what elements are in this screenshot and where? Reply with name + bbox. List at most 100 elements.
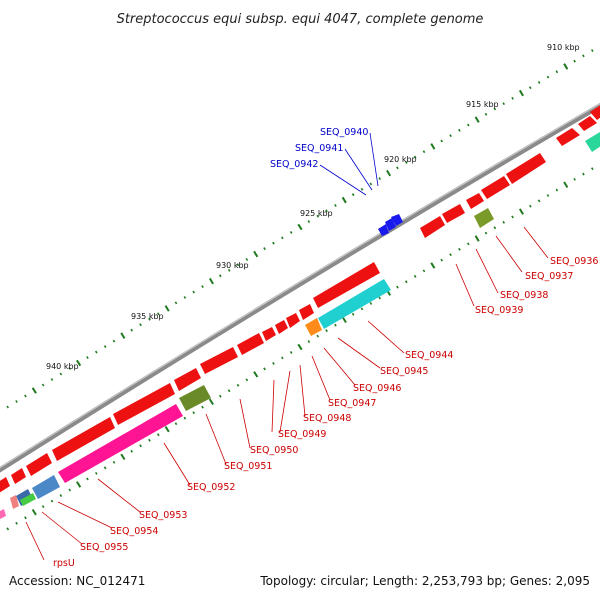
gene-block[interactable] [262, 327, 276, 341]
scale-tick [422, 150, 426, 154]
callout-line [279, 370, 291, 433]
inner-tick [413, 274, 417, 278]
inner-tick [405, 280, 408, 284]
gene-SEQ_0942[interactable] [378, 224, 389, 236]
callout-line [97, 478, 141, 513]
gene-SEQ_0945-orange[interactable] [305, 318, 322, 336]
inner-tick [493, 226, 497, 230]
label-SEQ_0948: SEQ_0948 [303, 413, 351, 424]
gene-block[interactable] [237, 333, 264, 355]
inner-tick [15, 521, 18, 525]
gene-block[interactable] [578, 116, 597, 131]
gene-block[interactable] [313, 262, 380, 308]
scale-tick [31, 387, 37, 394]
gene-block[interactable] [113, 383, 175, 425]
scale-tick [41, 383, 45, 387]
inner-tick [6, 527, 10, 531]
inner-tick [50, 499, 54, 503]
label-rpsU: rpsU [53, 558, 75, 569]
gene-pink-small[interactable] [0, 509, 6, 519]
label-SEQ_0954: SEQ_0954 [110, 526, 158, 537]
gene-block[interactable] [275, 320, 288, 334]
gene-SEQ_0936[interactable] [585, 132, 600, 152]
gene-block[interactable] [442, 204, 465, 223]
callout-line [239, 398, 251, 449]
inner-tick [201, 405, 204, 409]
gene-block[interactable] [0, 477, 10, 493]
gene-block[interactable] [286, 313, 300, 328]
label-SEQ_0949: SEQ_0949 [278, 429, 326, 440]
scale-tick [86, 356, 89, 360]
gene-block[interactable] [174, 368, 201, 391]
inner-tick [86, 477, 89, 481]
kbp-label-920: 920 kbp [384, 155, 417, 164]
gene-SEQ_0955-green[interactable] [20, 493, 36, 506]
gene-block[interactable] [466, 193, 484, 209]
scale-tick [103, 345, 107, 349]
inner-tick [272, 361, 275, 365]
scale-tick [518, 89, 524, 97]
inner-tick [139, 444, 142, 448]
topology-text: Topology: circular; Length: 2,253,793 bp… [259, 574, 590, 588]
inner-tick [164, 425, 170, 433]
scale-tick [157, 312, 160, 316]
scale-tick [351, 193, 355, 197]
inner-tick [467, 242, 470, 246]
label-SEQ_0940: SEQ_0940 [320, 127, 368, 138]
gene-SEQ_0938-olive[interactable] [474, 208, 494, 228]
inner-tick [341, 316, 347, 324]
scale-tick [201, 285, 204, 289]
inner-tick [192, 411, 195, 415]
callout-line [205, 413, 227, 465]
label-SEQ_0938: SEQ_0938 [500, 290, 548, 301]
gene-rpsU-salmon[interactable] [10, 495, 19, 509]
inner-tick [325, 329, 328, 333]
callout-line [57, 501, 113, 529]
gene-SEQ_0940[interactable] [391, 214, 403, 226]
scale-tick [6, 405, 9, 409]
inner-tick [208, 398, 214, 406]
callout-line [25, 521, 45, 561]
inner-scale [0, 162, 600, 536]
scale-tick [529, 86, 532, 90]
scale-tick [227, 268, 231, 272]
label-SEQ_0947: SEQ_0947 [328, 398, 376, 409]
gene-block[interactable] [52, 417, 115, 461]
scale-tick [341, 196, 347, 204]
inner-tick [281, 356, 284, 360]
gene-block[interactable] [420, 216, 445, 238]
scale-tick [130, 328, 133, 332]
gene-block[interactable] [299, 304, 314, 320]
label-SEQ_0955: SEQ_0955 [80, 542, 128, 553]
gene-SEQ_0952-pink[interactable] [58, 404, 183, 483]
gene-SEQ_0954-steel[interactable] [16, 489, 33, 506]
inner-tick [227, 389, 231, 393]
scale-tick [174, 301, 178, 305]
kbp-label-940: 940 kbp [46, 362, 79, 371]
gene-SEQ_0951-olive[interactable] [179, 385, 211, 411]
label-SEQ_0937: SEQ_0937 [525, 271, 573, 282]
gene-SEQ_0953-blue[interactable] [32, 475, 60, 499]
label-SEQ_0939: SEQ_0939 [475, 305, 523, 316]
gene-SEQ_0941[interactable] [385, 218, 396, 231]
gene-block[interactable] [506, 153, 546, 184]
inner-tick [289, 350, 293, 354]
genome-backbone-highlight [0, 103, 600, 469]
inner-tick [297, 343, 303, 351]
inner-tick [263, 367, 266, 371]
callout-line [367, 320, 405, 354]
gene-block[interactable] [481, 176, 510, 199]
gene-block[interactable] [556, 128, 580, 146]
scale-tick [297, 223, 303, 231]
inner-tick [41, 505, 45, 509]
gene-block[interactable] [590, 99, 600, 120]
gene-block[interactable] [11, 468, 26, 484]
scale-tick [95, 350, 98, 354]
label-SEQ_0941: SEQ_0941 [295, 143, 343, 154]
gene-SEQ_0944-cyan[interactable] [318, 279, 391, 329]
inner-tick [219, 394, 222, 398]
gene-block[interactable] [200, 347, 238, 374]
gene-block[interactable] [26, 453, 52, 476]
scale-tick [449, 134, 452, 138]
